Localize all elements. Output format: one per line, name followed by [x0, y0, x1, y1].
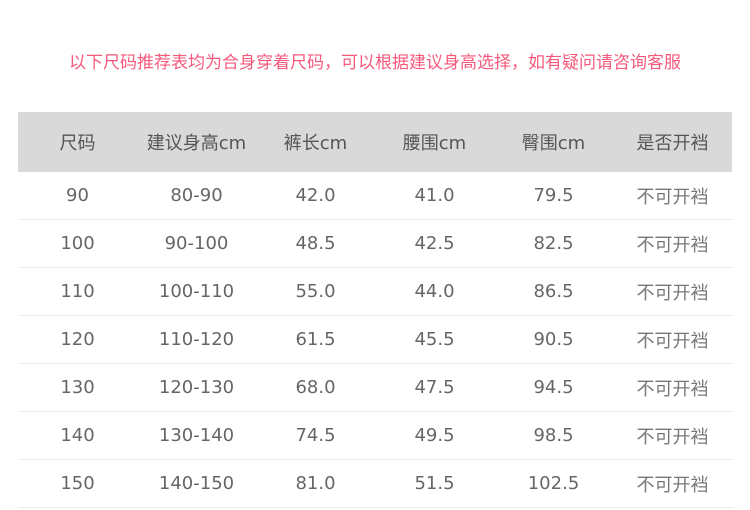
table-row: 150 140-150 81.0 51.5 102.5 不可开裆 — [18, 459, 732, 508]
table-cell: 61.5 — [256, 315, 375, 364]
table-cell: 41.0 — [375, 172, 494, 220]
table-cell: 90 — [18, 172, 137, 220]
table-cell: 68.0 — [256, 363, 375, 412]
table-cell: 47.5 — [375, 363, 494, 412]
table-cell: 80-90 — [137, 172, 256, 220]
table-cell: 44.0 — [375, 267, 494, 316]
table-row: 90 80-90 42.0 41.0 79.5 不可开裆 — [18, 172, 732, 220]
column-header: 臀围cm — [494, 112, 613, 172]
table-cell: 49.5 — [375, 411, 494, 460]
table-cell: 51.5 — [375, 459, 494, 508]
table-cell: 不可开裆 — [613, 411, 732, 460]
table-cell: 不可开裆 — [613, 315, 732, 364]
table-cell: 不可开裆 — [613, 363, 732, 412]
table-header-row: 尺码 建议身高cm 裤长cm 腰围cm 臀围cm 是否开裆 — [18, 112, 732, 172]
table-cell: 42.5 — [375, 219, 494, 268]
column-header: 是否开裆 — [613, 112, 732, 172]
table-cell: 102.5 — [494, 459, 613, 508]
table-cell: 130 — [18, 363, 137, 412]
table-cell: 不可开裆 — [613, 172, 732, 220]
table-cell: 55.0 — [256, 267, 375, 316]
table-row: 130 120-130 68.0 47.5 94.5 不可开裆 — [18, 363, 732, 412]
table-cell: 79.5 — [494, 172, 613, 220]
table-cell: 不可开裆 — [613, 459, 732, 508]
column-header: 尺码 — [18, 112, 137, 172]
table-cell: 110 — [18, 267, 137, 316]
table-cell: 100 — [18, 219, 137, 268]
size-chart-table: 尺码 建议身高cm 裤长cm 腰围cm 臀围cm 是否开裆 90 80-90 42.0 41.0… — [18, 112, 732, 508]
table-cell: 不可开裆 — [613, 267, 732, 316]
table-row: 140 130-140 74.5 49.5 98.5 不可开裆 — [18, 411, 732, 460]
table-cell: 150 — [18, 459, 137, 508]
table-cell: 42.0 — [256, 172, 375, 220]
table-cell: 94.5 — [494, 363, 613, 412]
table-cell: 130-140 — [137, 411, 256, 460]
table-cell: 140-150 — [137, 459, 256, 508]
table-row: 110 100-110 55.0 44.0 86.5 不可开裆 — [18, 267, 732, 316]
table-cell: 100-110 — [137, 267, 256, 316]
column-header: 建议身高cm — [137, 112, 256, 172]
table-cell: 90.5 — [494, 315, 613, 364]
table-cell: 不可开裆 — [613, 219, 732, 268]
column-header: 裤长cm — [256, 112, 375, 172]
table-cell: 98.5 — [494, 411, 613, 460]
table-cell: 86.5 — [494, 267, 613, 316]
table-row: 100 90-100 48.5 42.5 82.5 不可开裆 — [18, 219, 732, 268]
table-cell: 81.0 — [256, 459, 375, 508]
table-cell: 90-100 — [137, 219, 256, 268]
table-cell: 82.5 — [494, 219, 613, 268]
table-cell: 48.5 — [256, 219, 375, 268]
table-cell: 110-120 — [137, 315, 256, 364]
table-cell: 45.5 — [375, 315, 494, 364]
table-cell: 74.5 — [256, 411, 375, 460]
table-row: 120 110-120 61.5 45.5 90.5 不可开裆 — [18, 315, 732, 364]
size-recommendation-note: 以下尺码推荐表均为合身穿着尺码，可以根据建议身高选择，如有疑问请咨询客服 — [69, 53, 681, 73]
table-cell: 140 — [18, 411, 137, 460]
table-cell: 120 — [18, 315, 137, 364]
column-header: 腰围cm — [375, 112, 494, 172]
table-cell: 120-130 — [137, 363, 256, 412]
